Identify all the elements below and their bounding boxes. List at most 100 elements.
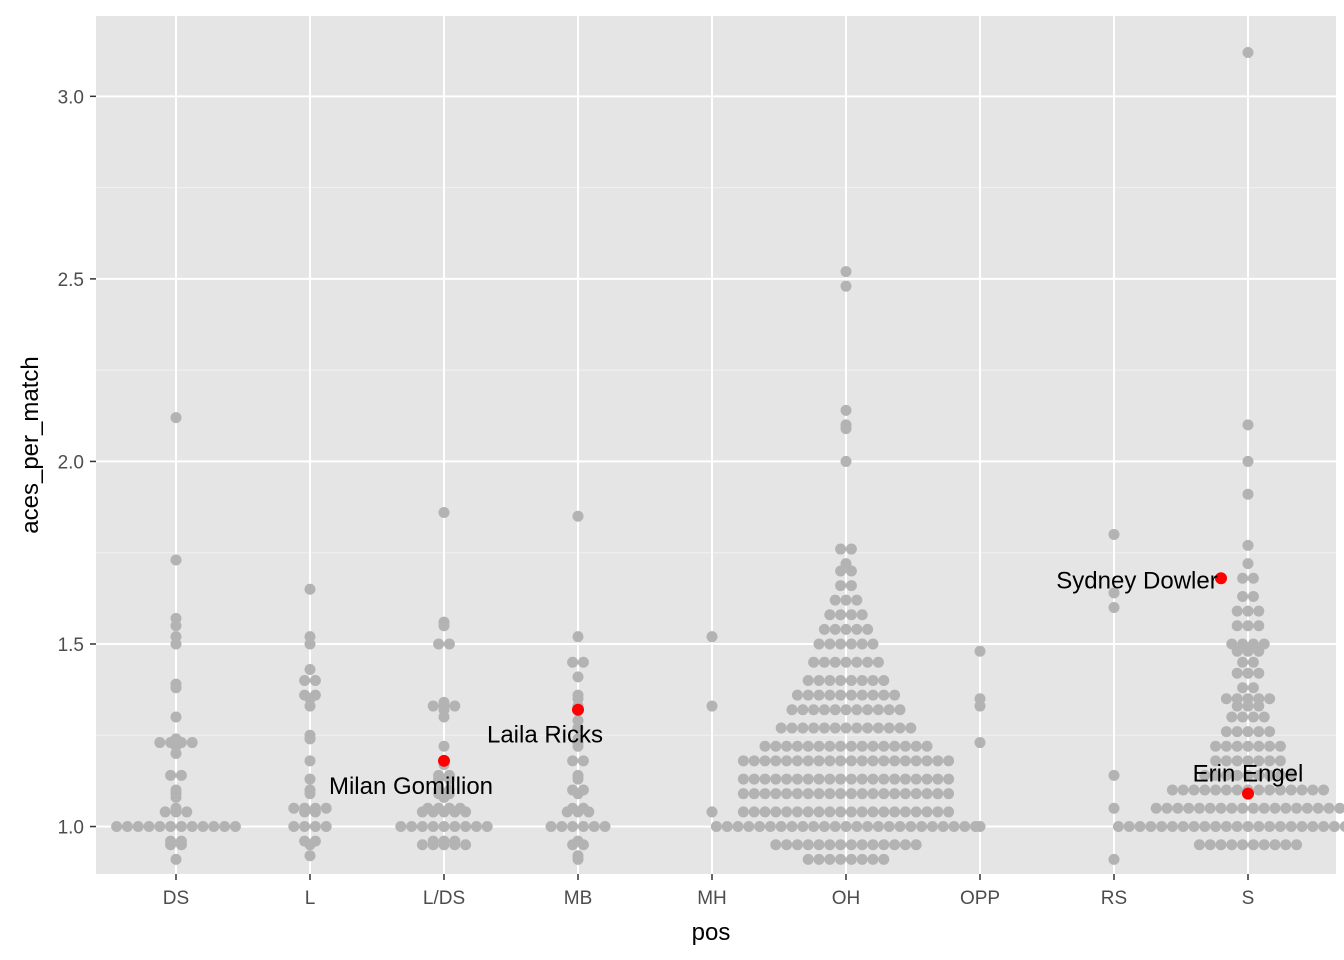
- data-point: [851, 821, 863, 833]
- data-point: [824, 806, 836, 818]
- data-point: [781, 788, 793, 800]
- data-point: [829, 722, 841, 734]
- data-point: [1220, 821, 1232, 833]
- data-point: [889, 755, 901, 767]
- data-point: [813, 689, 825, 701]
- data-point: [1253, 740, 1265, 752]
- data-point: [775, 821, 787, 833]
- data-point: [1339, 821, 1344, 832]
- data-point: [802, 773, 814, 785]
- data-point: [556, 821, 568, 833]
- data-point: [1156, 821, 1168, 833]
- data-point: [1215, 802, 1227, 814]
- data-point: [1220, 726, 1232, 738]
- data-point: [1226, 802, 1238, 814]
- data-point: [170, 853, 182, 865]
- data-point: [427, 835, 439, 847]
- data-point: [835, 788, 847, 800]
- data-point: [840, 280, 852, 292]
- data-points: [111, 47, 1344, 865]
- data-point: [899, 773, 911, 785]
- data-point: [1177, 821, 1189, 833]
- data-point: [781, 740, 793, 752]
- data-point: [797, 821, 809, 833]
- data-point: [862, 704, 874, 716]
- data-point: [154, 821, 166, 833]
- data-point: [299, 674, 311, 686]
- data-point: [856, 674, 868, 686]
- data-point: [1220, 740, 1232, 752]
- data-point: [932, 755, 944, 767]
- y-tick-label: 3.0: [58, 87, 84, 108]
- data-point: [304, 784, 316, 796]
- data-point: [165, 821, 177, 833]
- minor-gridlines: [96, 187, 1336, 736]
- data-point: [422, 802, 434, 814]
- data-point: [1318, 821, 1330, 833]
- data-point: [818, 623, 830, 635]
- data-point: [1108, 853, 1120, 865]
- data-point: [959, 821, 971, 833]
- data-point: [1204, 839, 1216, 851]
- data-point: [1274, 755, 1286, 767]
- data-point: [288, 821, 300, 833]
- data-point: [572, 689, 584, 701]
- data-point: [443, 802, 455, 814]
- data-point: [835, 853, 847, 865]
- data-point: [572, 715, 584, 727]
- data-point: [974, 645, 986, 657]
- data-point: [851, 594, 863, 606]
- data-point: [1231, 769, 1243, 781]
- data-point: [1253, 769, 1265, 781]
- data-point: [1188, 821, 1200, 833]
- data-point: [1253, 821, 1265, 833]
- data-point: [438, 835, 450, 847]
- data-point: [1242, 755, 1254, 767]
- data-point: [449, 700, 461, 712]
- data-point: [1237, 591, 1249, 603]
- data-point: [856, 853, 868, 865]
- data-point: [797, 704, 809, 716]
- data-point: [1237, 839, 1249, 851]
- data-point: [840, 594, 852, 606]
- data-point: [1258, 802, 1270, 814]
- data-point: [867, 740, 879, 752]
- data-point: [835, 580, 847, 592]
- data-point: [299, 802, 311, 814]
- data-point: [883, 821, 895, 833]
- data-point: [872, 704, 884, 716]
- data-point: [824, 609, 836, 621]
- point-label: Milan Gomillion: [329, 773, 493, 800]
- data-point: [878, 853, 890, 865]
- data-point: [937, 821, 949, 833]
- x-tick-label: L: [305, 888, 316, 909]
- data-point: [835, 543, 847, 555]
- data-point: [1108, 587, 1120, 599]
- data-point: [813, 638, 825, 650]
- data-point: [791, 806, 803, 818]
- data-point: [1328, 821, 1340, 833]
- data-point: [856, 755, 868, 767]
- data-point: [304, 850, 316, 862]
- data-point: [835, 674, 847, 686]
- data-point: [170, 412, 182, 424]
- data-point: [170, 612, 182, 624]
- data-point: [170, 784, 182, 796]
- data-point: [899, 839, 911, 851]
- data-point: [1264, 784, 1276, 796]
- data-point: [1264, 755, 1276, 767]
- data-point: [1237, 682, 1249, 694]
- data-point: [1231, 740, 1243, 752]
- data-point: [905, 821, 917, 833]
- data-point: [449, 821, 461, 833]
- data-point: [1264, 740, 1276, 752]
- data-point: [229, 821, 241, 833]
- data-point: [706, 806, 718, 818]
- data-point: [1183, 802, 1195, 814]
- data-point: [1334, 802, 1344, 814]
- point-label: Sydney Dowler: [1056, 567, 1217, 594]
- data-point: [1258, 638, 1270, 650]
- data-point: [159, 806, 171, 818]
- data-point: [572, 835, 584, 847]
- data-point: [910, 773, 922, 785]
